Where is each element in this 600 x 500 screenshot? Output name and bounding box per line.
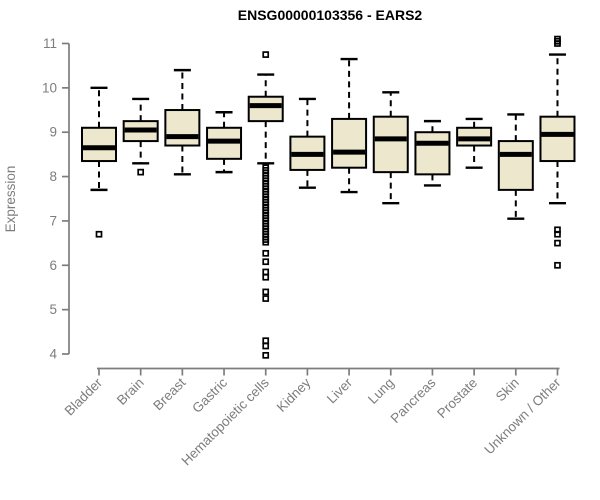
boxplot-kidney	[289, 97, 326, 189]
outlier-point	[262, 258, 270, 266]
x-tick-label-gastric: Gastric	[189, 375, 230, 416]
outlier-point	[95, 230, 103, 238]
x-tick-label-kidney: Kidney	[274, 375, 314, 415]
y-tick-label: 8	[49, 169, 57, 184]
boxplot-prostate	[456, 117, 493, 169]
outlier-point	[262, 342, 270, 350]
iqr-box	[414, 131, 451, 176]
outlier-point	[554, 230, 561, 238]
x-tick-label-unknown-other: Unknown / Other	[481, 375, 564, 458]
x-tick-label-lung: Lung	[365, 375, 397, 407]
iqr-box	[247, 95, 284, 123]
boxplot-brain	[122, 97, 159, 176]
outlier-point	[262, 295, 270, 302]
plot-area: 4 5 6 7 8 9 10 11 Bladder Brain Breast GastricHemat…	[42, 35, 576, 468]
y-tick-label: 6	[49, 258, 57, 273]
boxplot-hematopoietic-cells	[247, 51, 284, 359]
boxplot-gastric	[206, 111, 243, 174]
boxplot-lung	[372, 91, 409, 205]
boxplot-bladder	[81, 86, 117, 238]
chart-title: ENSG00000103356 - EARS2	[238, 7, 423, 23]
outlier-point	[137, 168, 145, 176]
iqr-box	[81, 126, 117, 163]
outlier-point	[262, 337, 270, 345]
outlier-point	[262, 288, 270, 296]
iqr-box	[331, 117, 368, 169]
outlier-point	[262, 238, 270, 246]
x-tick-label-breast: Breast	[150, 375, 188, 413]
x-tick-label-skin: Skin	[493, 375, 522, 404]
outlier-point	[554, 261, 561, 269]
outlier-point	[554, 40, 561, 47]
y-axis-title: Expression	[3, 166, 18, 233]
outlier-point	[262, 51, 270, 58]
boxplot-skin	[497, 113, 534, 220]
x-tick-label-pancreas: Pancreas	[388, 375, 439, 426]
boxplot-breast	[164, 68, 201, 176]
outlier-point	[262, 273, 270, 281]
y-tick-label: 7	[49, 213, 57, 228]
iqr-box	[539, 115, 576, 163]
x-tick-label-prostate: Prostate	[434, 375, 480, 421]
iqr-box	[372, 115, 409, 174]
y-tick-label: 11	[43, 36, 57, 51]
boxplot-unknown-other	[539, 35, 576, 269]
x-tick-label-bladder: Bladder	[62, 375, 106, 419]
outlier-point	[554, 239, 561, 247]
outlier-point	[262, 249, 270, 257]
iqr-box	[497, 140, 534, 191]
y-axis: 4 5 6 7 8 9 10 11	[42, 36, 70, 362]
outlier-point	[262, 268, 270, 276]
y-tick-label: 5	[49, 302, 57, 317]
boxplot-liver	[331, 57, 368, 194]
y-tick-label: 9	[49, 125, 57, 140]
boxplot-pancreas	[414, 119, 451, 187]
y-tick-label: 4	[49, 347, 57, 362]
y-tick-label: 10	[42, 80, 57, 95]
outlier-point	[262, 351, 270, 359]
x-tick-label-liver: Liver	[324, 375, 356, 407]
iqr-box	[164, 109, 201, 147]
x-tick-label-brain: Brain	[114, 375, 147, 408]
